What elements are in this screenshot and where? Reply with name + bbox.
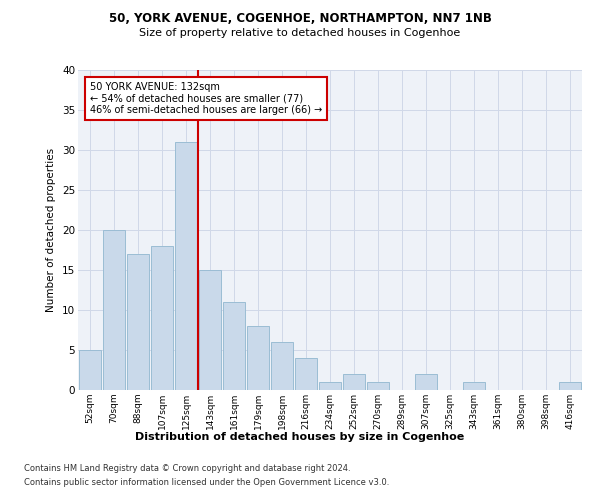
Bar [151, 246, 173, 390]
Bar [223, 302, 245, 390]
Y-axis label: Number of detached properties: Number of detached properties [46, 148, 56, 312]
Text: 50 YORK AVENUE: 132sqm
← 54% of detached houses are smaller (77)
46% of semi-det: 50 YORK AVENUE: 132sqm ← 54% of detached… [90, 82, 322, 115]
Text: Size of property relative to detached houses in Cogenhoe: Size of property relative to detached ho… [139, 28, 461, 38]
Bar [559, 382, 581, 390]
Bar [175, 142, 197, 390]
Bar [295, 358, 317, 390]
Text: 50, YORK AVENUE, COGENHOE, NORTHAMPTON, NN7 1NB: 50, YORK AVENUE, COGENHOE, NORTHAMPTON, … [109, 12, 491, 26]
Bar [199, 270, 221, 390]
Bar [415, 374, 437, 390]
Bar [127, 254, 149, 390]
Bar [271, 342, 293, 390]
Text: Distribution of detached houses by size in Cogenhoe: Distribution of detached houses by size … [136, 432, 464, 442]
Bar [463, 382, 485, 390]
Bar [79, 350, 101, 390]
Bar [103, 230, 125, 390]
Bar [319, 382, 341, 390]
Text: Contains HM Land Registry data © Crown copyright and database right 2024.: Contains HM Land Registry data © Crown c… [24, 464, 350, 473]
Text: Contains public sector information licensed under the Open Government Licence v3: Contains public sector information licen… [24, 478, 389, 487]
Bar [367, 382, 389, 390]
Bar [343, 374, 365, 390]
Bar [247, 326, 269, 390]
